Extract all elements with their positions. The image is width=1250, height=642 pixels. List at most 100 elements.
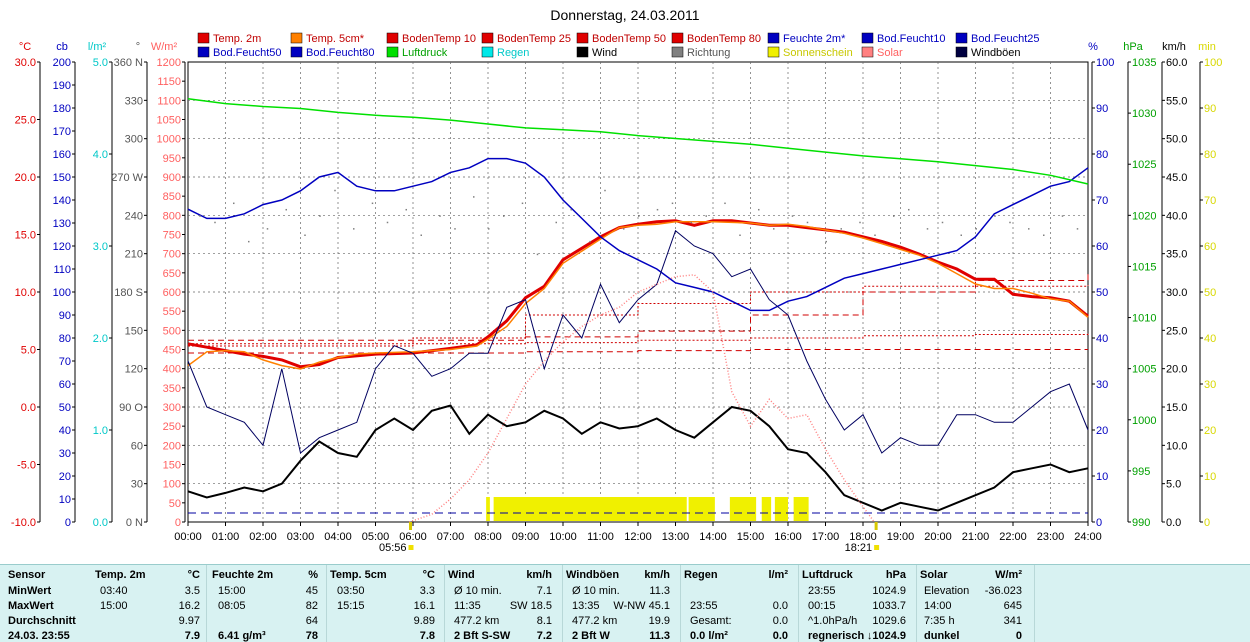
legend-label: Temp. 5cm* — [306, 33, 365, 45]
axis-tick-label: 1.0 — [93, 425, 108, 437]
legend-label: Temp. 2m — [213, 33, 261, 45]
table-header: Sensor — [8, 569, 46, 581]
x-tick-label: 01:00 — [212, 531, 240, 543]
table-cell-value: 7.9 — [184, 630, 200, 642]
axis-tick-label: 100 — [1096, 57, 1114, 69]
axis-tick-label: 1025 — [1132, 159, 1156, 171]
sunshine-bar — [688, 497, 715, 521]
direction-point — [473, 196, 475, 198]
table-cell-value: 3.3 — [419, 585, 435, 597]
series-temp-5cm- — [187, 221, 1089, 370]
axis-tick-label: 40 — [1096, 333, 1108, 345]
axis-tick-label: 1000 — [157, 134, 181, 146]
axis-tick-label: 90 — [1204, 103, 1216, 115]
direction-point — [975, 228, 977, 230]
table-header: Temp. 2m — [95, 569, 146, 581]
chart-title: Donnerstag, 24.03.2011 — [550, 7, 699, 23]
legend-swatch — [481, 46, 494, 58]
table-cell: 23:55 — [808, 585, 836, 597]
axis-tick-label: 10 — [59, 494, 71, 506]
direction-point — [791, 215, 794, 217]
axis-tick-label: 900 — [163, 172, 181, 184]
table-cell: 2 Bft S-SW — [454, 630, 511, 642]
table-cell-value: 11.3 — [649, 630, 670, 642]
table-header-unit: km/h — [526, 569, 552, 581]
x-tick-label: 00:00 — [174, 531, 202, 543]
axis-tick-label: 400 — [163, 364, 181, 376]
direction-point — [825, 240, 827, 243]
axis-tick-label: 850 — [163, 191, 181, 203]
axis-tick-label: 1035 — [1132, 57, 1156, 69]
direction-point — [248, 240, 250, 243]
axis-tick-label: 1010 — [1132, 313, 1156, 325]
legend-label: Windböen — [971, 47, 1021, 59]
table-cell-value: 1029.6 — [872, 615, 906, 627]
table-header: Feuchte 2m — [212, 569, 274, 581]
axis-tick-label: 300 — [163, 402, 181, 414]
direction-point — [266, 228, 269, 230]
axis-tick-label: 1005 — [1132, 364, 1156, 376]
axis-tick-label: 80 — [1096, 149, 1108, 161]
table-header: Solar — [920, 569, 948, 581]
table-header: Regen — [684, 569, 718, 581]
table-cell-value: 64 — [305, 615, 318, 627]
direction-point — [859, 221, 861, 224]
axis-tick-label: 190 — [53, 80, 71, 92]
axis-tick-label: 0.0 — [1166, 517, 1181, 529]
table-cell-value: 9.89 — [413, 615, 435, 627]
series-wind — [187, 404, 1089, 512]
direction-point — [319, 215, 321, 217]
direction-point — [656, 208, 659, 211]
axis-tick-label: 20 — [59, 471, 71, 483]
legend-label: BodenTemp 10 — [402, 33, 476, 45]
table-cell-value: 3.5 — [184, 585, 200, 597]
direction-point — [773, 228, 775, 230]
legend-label: Bod.Feucht10 — [877, 33, 946, 45]
weather-chart: Donnerstag, 24.03.2011 Temp. 2m Temp. 5cm… — [10, 7, 1223, 554]
legend-label: BodenTemp 50 — [592, 33, 666, 45]
axis-tick-label: 70 — [1204, 195, 1216, 207]
table-cell-value: 0.0 — [772, 600, 788, 612]
axis-tick-label: 130 — [53, 218, 71, 230]
x-tick-label: 06:00 — [399, 531, 427, 543]
table-cell: Ø 10 min. — [572, 585, 620, 597]
sunshine-bar — [761, 497, 772, 521]
direction-point — [503, 215, 505, 217]
legend-swatch — [861, 46, 874, 58]
table-cell-value: 0.0 — [772, 615, 788, 627]
axis-tick-label: 40 — [1204, 333, 1216, 345]
direction-point — [908, 208, 910, 211]
legend-label: Bod.Feucht80 — [306, 47, 375, 59]
direction-point — [1076, 228, 1079, 230]
table-column-divider — [916, 565, 917, 642]
axis-tick-label: 30 — [1204, 379, 1216, 391]
axis-tick-label: 30 — [59, 448, 71, 460]
axis-tick-label: 1100 — [157, 95, 181, 107]
direction-point — [371, 202, 374, 205]
series-bodentemp-10 — [188, 285, 1089, 347]
table-cell-value: 9.97 — [178, 615, 200, 627]
legend-swatch — [197, 46, 210, 58]
table-column-divider — [562, 565, 563, 642]
table-row-label: MinWert — [8, 585, 52, 597]
table-header-unit: W/m² — [995, 569, 1022, 581]
legend-label: Bod.Feucht50 — [213, 47, 282, 59]
direction-point — [604, 189, 606, 192]
direction-point — [1028, 228, 1030, 230]
sunshine-bar — [493, 497, 687, 521]
sunshine-bar — [793, 497, 809, 521]
x-tick-label: 02:00 — [249, 531, 277, 543]
table-cell-value: ↓1024.9 — [866, 630, 906, 642]
axis-units: °C cb l/m² ° W/m²% hPa km/h min — [19, 41, 1216, 53]
table-cell-value: 45 — [305, 585, 318, 597]
table-cell: Elevation — [924, 585, 970, 597]
axis-tick-label: 10 — [1096, 471, 1108, 483]
legend-label: Luftdruck — [402, 47, 448, 59]
axis-tick-label: 40 — [59, 425, 71, 437]
x-tick-label: 19:00 — [887, 531, 915, 543]
sunrise-marker-label: 05:56 — [379, 542, 407, 554]
table-cell-value: 341 — [1003, 615, 1022, 627]
x-tick-label: 22:00 — [999, 531, 1027, 543]
data-series — [187, 98, 1089, 523]
axis-tick-label: 650 — [163, 268, 181, 280]
